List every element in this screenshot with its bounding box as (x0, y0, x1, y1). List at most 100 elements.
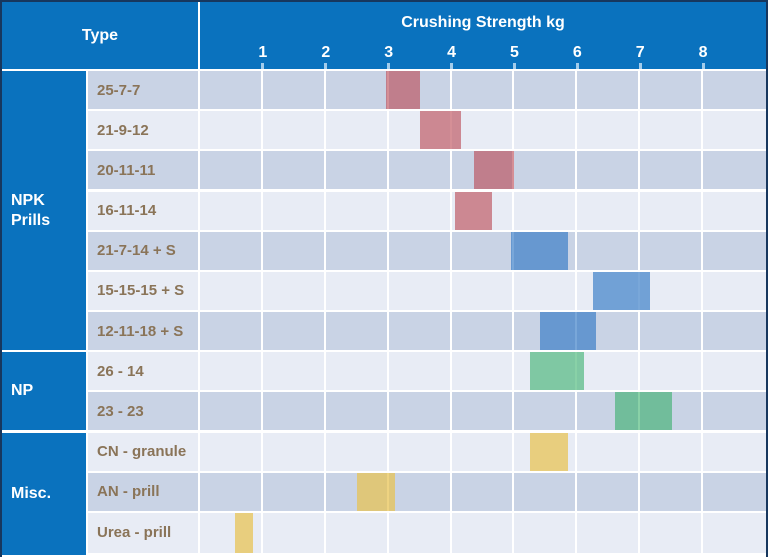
grid-cell (262, 312, 324, 351)
grid-cell (200, 71, 261, 110)
grid-cell (388, 512, 450, 553)
grid-cell (262, 432, 324, 471)
axis-tick-mark (638, 63, 642, 69)
grid-cell (703, 231, 766, 270)
axis-tick-label-2: 2 (321, 44, 331, 61)
grid-cell (325, 432, 387, 471)
row-label-cell: Urea - prill (88, 512, 198, 553)
grid-cell (577, 352, 639, 391)
grid-cell (262, 151, 324, 190)
range-bar-23-23 (615, 392, 672, 431)
row-label-cell: 26 - 14 (88, 352, 198, 391)
row-label-cell: 15-15-15 + S (88, 271, 198, 310)
grid-cell (703, 432, 766, 471)
grid-cell (640, 271, 702, 310)
grid-cell (325, 392, 387, 431)
grid-cell (262, 472, 324, 511)
grid-cell (262, 111, 324, 150)
grid-cell (451, 512, 513, 553)
axis-tick-label-8: 8 (698, 44, 708, 61)
axis-tick-label-3: 3 (384, 44, 394, 61)
axis-tick-label-4: 4 (447, 44, 456, 61)
grid-cell (640, 312, 702, 351)
grid-cell (325, 71, 387, 110)
grid-cell (200, 392, 261, 431)
range-bar-urea-prill (234, 512, 254, 553)
grid-cell (325, 352, 387, 391)
row-label: 26 - 14 (97, 362, 144, 380)
axis-tick-label-1: 1 (258, 44, 268, 61)
grid-cell (703, 111, 766, 150)
range-bar-25-7-7 (385, 71, 421, 110)
grid-cell (325, 191, 387, 230)
group-cell-npk-prills: NPK Prills (2, 71, 86, 351)
range-bar-21-7-14-s (511, 231, 568, 270)
row-label: AN - prill (97, 483, 160, 501)
grid-cell (703, 352, 766, 391)
grid-cell (703, 271, 766, 310)
grid-cell (577, 231, 639, 270)
grid-cell (703, 312, 766, 351)
header-divider-line (198, 2, 200, 69)
grid-cell (451, 71, 513, 110)
row-label: 21-7-14 + S (97, 242, 176, 260)
grid-cell (514, 472, 576, 511)
axis-tick-mark (450, 63, 454, 69)
grid-cell (200, 352, 261, 391)
axis-tick-mark (387, 63, 391, 69)
grid-cell (451, 312, 513, 351)
grid-cell (640, 472, 702, 511)
header-background (2, 2, 766, 69)
grid-cell (200, 191, 261, 230)
range-bar-26-14 (530, 352, 584, 391)
group-label: Misc. (11, 484, 52, 502)
frame-border-top (0, 0, 768, 2)
group-label: NP (11, 382, 34, 400)
row-label: 21-9-12 (97, 121, 149, 139)
grid-cell (451, 432, 513, 471)
row-label: 23 - 23 (97, 402, 144, 420)
row-label: Urea - prill (97, 524, 172, 542)
grid-cell (388, 191, 450, 230)
frame-border-left (0, 0, 2, 557)
grid-cell (514, 392, 576, 431)
grid-cell (451, 111, 513, 150)
row-label-cell: 12-11-18 + S (88, 312, 198, 351)
range-bar-16-11-14 (454, 191, 493, 230)
axis-tick-label-5: 5 (509, 44, 519, 61)
row-label-cell: 20-11-11 (88, 151, 198, 190)
row-label: 25-7-7 (97, 81, 141, 99)
grid-cell (388, 392, 450, 431)
grid-cell (640, 231, 702, 270)
row-label-cell: AN - prill (88, 472, 198, 511)
grid-cell (577, 472, 639, 511)
grid-cell (514, 271, 576, 310)
grid-cell (451, 231, 513, 270)
row-label: 12-11-18 + S (97, 322, 184, 340)
grid-cell (577, 512, 639, 553)
grid-cell (262, 352, 324, 391)
grid-cell (388, 432, 450, 471)
axis-tick-mark (512, 63, 516, 69)
row-label-cell: CN - granule (88, 432, 198, 471)
grid-cell (577, 432, 639, 471)
row-label-cell: 23 - 23 (88, 392, 198, 431)
grid-cell (262, 512, 324, 553)
range-bar-12-11-18-s (539, 312, 597, 351)
grid-cell (640, 111, 702, 150)
grid-cell (325, 512, 387, 553)
grid-cell (640, 512, 702, 553)
axis-tick-label-6: 6 (572, 44, 582, 61)
range-bar-20-11-11 (473, 151, 515, 190)
grid-cell (577, 191, 639, 230)
grid-cell (703, 392, 766, 431)
grid-cell (200, 111, 261, 150)
frame-border-right (766, 0, 768, 557)
range-bar-an-prill (357, 472, 395, 511)
axis-tick-mark (575, 63, 579, 69)
grid-cell (325, 111, 387, 150)
row-label-cell: 21-9-12 (88, 111, 198, 150)
grid-cell (262, 71, 324, 110)
axis-tick-mark (701, 63, 705, 69)
